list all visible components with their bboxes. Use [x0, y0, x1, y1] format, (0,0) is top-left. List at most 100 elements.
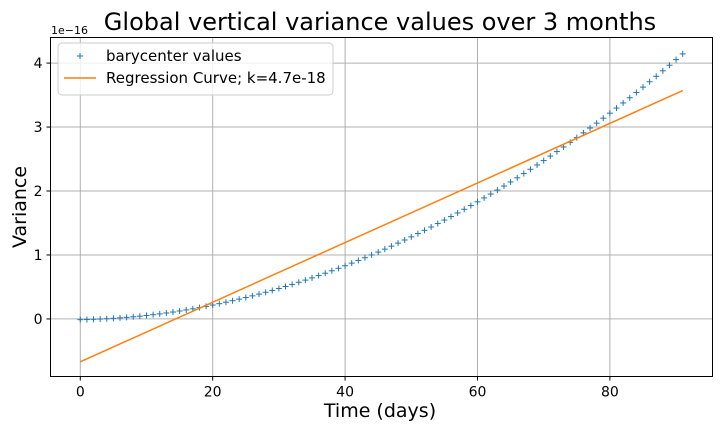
- data-point: [547, 153, 554, 160]
- data-point: [553, 148, 560, 155]
- data-point: [487, 191, 494, 198]
- data-point: [169, 309, 176, 316]
- data-point: [613, 105, 620, 112]
- data-point: [361, 254, 368, 261]
- data-point: [256, 291, 263, 298]
- data-point: [381, 246, 388, 253]
- data-point: [222, 299, 229, 306]
- data-point: [275, 285, 282, 292]
- data-point: [315, 272, 322, 279]
- data-point: [653, 73, 660, 80]
- data-point: [262, 289, 269, 296]
- data-point: [123, 314, 130, 321]
- data-point: [249, 292, 256, 299]
- data-point: [600, 115, 607, 122]
- data-point: [103, 315, 110, 322]
- data-point: [587, 125, 594, 132]
- data-point: [236, 296, 243, 303]
- data-point: [401, 237, 408, 244]
- data-point: [282, 283, 289, 290]
- data-point: [136, 313, 143, 320]
- data-point: [97, 316, 104, 323]
- data-point: [474, 198, 481, 205]
- data-point: [335, 265, 342, 272]
- data-point: [183, 306, 190, 313]
- y-tick-label: 1: [34, 248, 43, 264]
- data-point: [507, 178, 514, 185]
- data-point: [414, 230, 421, 237]
- data-point: [308, 274, 315, 281]
- data-point: [156, 310, 163, 317]
- data-point: [388, 243, 395, 250]
- data-point: [77, 316, 84, 323]
- y-tick-label: 2: [34, 184, 43, 200]
- data-point: [163, 309, 170, 316]
- data-point: [626, 94, 633, 101]
- regression-line: [79, 89, 684, 363]
- data-point: [342, 262, 349, 269]
- data-point: [593, 120, 600, 127]
- data-point: [242, 294, 249, 301]
- data-point: [646, 78, 653, 85]
- data-point: [520, 170, 527, 177]
- legend-marker-barycenter: [77, 53, 83, 59]
- data-point: [209, 302, 216, 309]
- data-point: [408, 233, 415, 240]
- x-tick-label: 0: [76, 385, 85, 401]
- axis-ticks: 0 20 40 60 80 0 1 2 3 4: [34, 56, 619, 400]
- legend-label-regression: Regression Curve; k=4.7e-18: [106, 69, 326, 87]
- legend: barycenter values Regression Curve; k=4.…: [57, 42, 334, 96]
- data-point: [481, 194, 488, 201]
- data-point: [494, 187, 501, 194]
- x-tick-label: 40: [336, 385, 354, 401]
- data-point: [289, 281, 296, 288]
- legend-box: [57, 42, 334, 96]
- data-point: [368, 251, 375, 258]
- data-point: [90, 316, 97, 323]
- data-point: [216, 300, 223, 307]
- data-point: [130, 313, 137, 320]
- data-point: [143, 312, 150, 319]
- data-point: [673, 56, 680, 63]
- data-point: [666, 62, 673, 69]
- data-point: [441, 217, 448, 224]
- data-point: [176, 308, 183, 315]
- data-point: [500, 183, 507, 190]
- plot-frame: [50, 37, 713, 377]
- data-point: [83, 316, 90, 323]
- x-tick-label: 20: [204, 385, 222, 401]
- data-point: [659, 67, 666, 74]
- data-point: [348, 260, 355, 267]
- data-point: [461, 206, 468, 213]
- chart-title: Global vertical variance values over 3 m…: [104, 8, 656, 36]
- data-point: [534, 161, 541, 168]
- data-point: [639, 84, 646, 91]
- data-point: [540, 157, 547, 164]
- data-point: [428, 223, 435, 230]
- data-point: [606, 110, 613, 117]
- x-axis-label: Time (days): [323, 400, 436, 422]
- data-point: [454, 209, 461, 216]
- data-point: [514, 174, 521, 181]
- legend-marker-glyph: [77, 53, 83, 59]
- legend-label-barycenter: barycenter values: [106, 47, 242, 65]
- data-point: [302, 277, 309, 284]
- data-point: [328, 267, 335, 274]
- data-point: [620, 99, 627, 106]
- x-tick-label: 80: [601, 385, 619, 401]
- data-point: [448, 213, 455, 220]
- plot-series: [77, 50, 686, 363]
- data-point: [527, 166, 534, 173]
- data-point: [269, 287, 276, 294]
- data-point: [355, 257, 362, 264]
- data-point: [679, 50, 686, 57]
- data-point: [395, 240, 402, 247]
- data-point: [467, 202, 474, 209]
- data-point: [295, 279, 302, 286]
- data-point: [229, 297, 236, 304]
- data-point: [117, 314, 124, 321]
- y-offset-label: 1e−16: [51, 24, 88, 37]
- y-tick-label: 4: [34, 56, 43, 72]
- data-point: [375, 249, 382, 256]
- data-point: [150, 311, 157, 318]
